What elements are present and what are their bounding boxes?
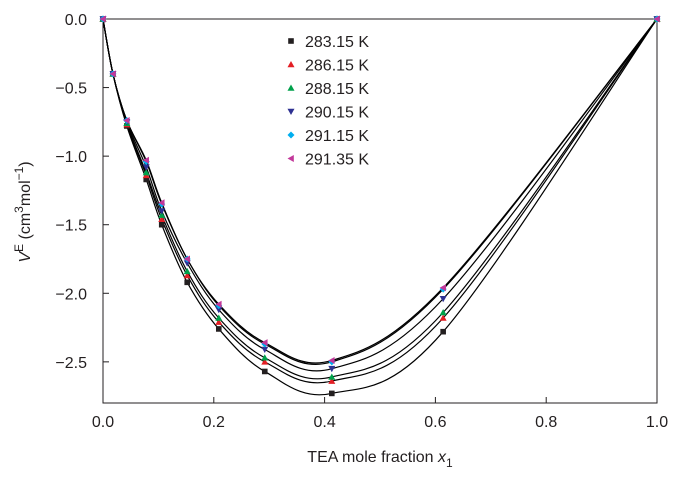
y-label-text: ) xyxy=(17,161,34,166)
point xyxy=(439,295,447,303)
point xyxy=(183,271,191,279)
plot-frame xyxy=(102,18,658,404)
legend-marker xyxy=(287,84,295,91)
x-tick-label: 0.0 xyxy=(92,414,114,431)
point xyxy=(439,284,446,292)
legend-marker xyxy=(287,131,295,139)
legend-label: 288.15 K xyxy=(305,81,369,98)
legend-marker xyxy=(287,108,295,115)
point xyxy=(215,306,223,314)
x-axis-label: TEA mole fraction x1 xyxy=(307,449,453,470)
point xyxy=(142,156,150,164)
point xyxy=(328,365,336,373)
point xyxy=(328,373,336,380)
legend-label: 283.15 K xyxy=(305,34,369,51)
point xyxy=(653,15,660,23)
point xyxy=(142,164,150,171)
x-tick-label: 0.8 xyxy=(535,414,557,431)
y-label-text: mol xyxy=(17,180,34,206)
x-tick-label: 0.2 xyxy=(203,414,225,431)
legend-label: 286.15 K xyxy=(305,58,369,75)
point xyxy=(158,211,166,218)
point xyxy=(215,318,223,325)
point xyxy=(261,346,269,354)
x-label-text: TEA mole fraction xyxy=(307,449,438,466)
fit-curve xyxy=(102,18,658,396)
y-tick-label: −1.0 xyxy=(55,149,87,166)
legend-label: 291.15 K xyxy=(305,128,369,145)
point xyxy=(142,169,150,176)
point xyxy=(439,308,447,316)
y-label-text: (cm xyxy=(17,213,34,244)
point xyxy=(215,314,223,321)
y-label-sup: −1 xyxy=(12,166,26,180)
point xyxy=(440,328,446,335)
point xyxy=(109,70,116,78)
point xyxy=(158,199,165,207)
y-label-sup: E xyxy=(12,244,26,252)
y-axis-label: VE (cm3mol−1) xyxy=(12,161,34,262)
legend-marker xyxy=(288,38,294,44)
point xyxy=(158,215,166,223)
x-label-sub: 1 xyxy=(446,456,453,470)
point xyxy=(261,358,269,365)
legend-marker xyxy=(287,61,295,68)
point xyxy=(261,339,268,347)
point xyxy=(183,267,191,275)
point xyxy=(215,326,222,332)
fit-curve xyxy=(102,18,658,372)
point xyxy=(99,15,106,23)
x-tick-label: 0.6 xyxy=(424,414,446,431)
point xyxy=(261,368,268,375)
fit-curve xyxy=(102,18,658,365)
y-tick-label: 0.0 xyxy=(65,12,87,29)
point xyxy=(123,116,130,124)
point xyxy=(183,255,191,263)
fit-curve xyxy=(102,18,658,384)
point xyxy=(261,354,269,361)
point xyxy=(439,314,447,321)
point xyxy=(328,356,335,364)
y-tick-label: −1.5 xyxy=(55,218,87,235)
legend-label: 290.15 K xyxy=(305,105,369,122)
y-tick-label: −2.5 xyxy=(55,355,87,372)
legend-label: 291.35 K xyxy=(305,152,369,169)
fit-curve xyxy=(102,18,658,364)
legend-marker xyxy=(287,155,294,162)
point xyxy=(143,176,150,183)
x-tick-label: 1.0 xyxy=(646,414,668,431)
y-label-var: V xyxy=(17,251,34,263)
point xyxy=(329,390,335,397)
point xyxy=(184,279,191,286)
y-tick-label: −0.5 xyxy=(55,81,87,98)
y-tick-label: −2.0 xyxy=(55,286,87,303)
fit-curve xyxy=(102,18,658,380)
x-tick-label: 0.4 xyxy=(313,414,335,431)
point xyxy=(158,221,165,228)
point xyxy=(158,208,166,215)
point xyxy=(215,300,222,308)
y-label-sup: 3 xyxy=(12,206,26,213)
x-label-var: x xyxy=(437,449,447,466)
point xyxy=(328,377,336,384)
